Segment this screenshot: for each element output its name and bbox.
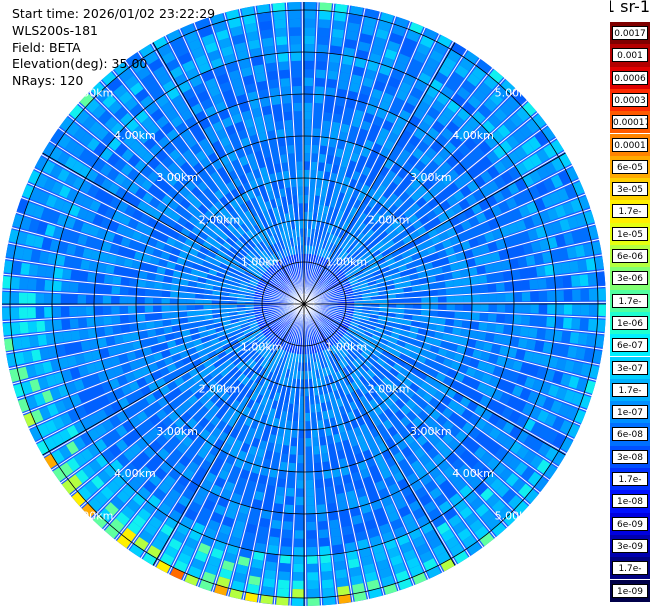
range-ring-label: 1.00km <box>326 340 368 353</box>
azimuth-line <box>303 42 456 305</box>
colorbar-label: 1.7e-09 <box>612 561 648 576</box>
colorbar-label: 1.7e-05 <box>612 204 648 219</box>
range-ring-label: 2.00km <box>368 383 410 396</box>
range-ring-label: 3.00km <box>410 425 452 438</box>
scan-info: Start time: 2026/01/02 23:22:29 WLS200s-… <box>12 6 215 90</box>
colorbar-title: m-1 sr-1 <box>610 0 650 16</box>
range-ring-label: 5.00km <box>495 509 537 522</box>
range-ring-label: 5.00km <box>72 509 114 522</box>
field-name: Field: BETA <box>12 39 81 55</box>
nrays: NRays: 120 <box>12 73 84 89</box>
azimuth-line <box>152 303 305 566</box>
colorbar-label: 3e-06 <box>612 271 648 286</box>
colorbar-label: 0.0006 <box>612 70 648 85</box>
range-ring-label: 1.00km <box>241 340 283 353</box>
range-ring-labels: 1.00km 1.00km 1.00km 1.00km 2.00km 2.00km 2.00… <box>72 87 536 523</box>
range-ring-label: 5.00km <box>495 87 537 100</box>
azimuth-line <box>303 303 566 456</box>
range-ring-label: 3.00km <box>156 171 198 184</box>
colorbar-label: 1e-08 <box>612 494 648 509</box>
colorbar-label: 1.7e-08 <box>612 472 648 486</box>
colorbar-label: 3e-08 <box>612 449 648 464</box>
range-rings <box>2 2 606 606</box>
colorbar-label: 0.0017 <box>612 26 648 40</box>
azimuth-line <box>42 303 305 456</box>
azimuth-line <box>152 42 305 305</box>
colorbar-label: 3e-05 <box>612 182 648 197</box>
azimuth-line <box>42 152 305 305</box>
colorbar-label: 3e-07 <box>612 360 648 375</box>
colorbar-label: 0.001 <box>612 48 648 63</box>
colorbar-label: 3e-09 <box>612 538 648 553</box>
colorbar-label: 1.7e-06 <box>612 293 648 308</box>
range-ring-label: 1.00km <box>326 256 368 269</box>
elevation: Elevation(deg): 35.00 <box>12 56 148 72</box>
colorbar-label: 6e-09 <box>612 516 648 531</box>
range-ring-label: 3.00km <box>156 425 198 438</box>
colorbar: 0.0017 0.001 0.0006 0.0003 0.00017 0.0001 6e-0… <box>610 22 650 602</box>
colorbar-label: 6e-06 <box>612 249 648 263</box>
colorbar-label: 1e-06 <box>612 315 648 330</box>
ppi-plot: 1.00km 1.00km 1.00km 1.00km 2.00km 2.00km 2.00… <box>1 1 607 607</box>
range-ring-label: 4.00km <box>114 129 156 142</box>
instrument-name: WLS200s-181 <box>12 22 98 38</box>
range-ring-label: 5.00km <box>72 87 114 100</box>
colorbar-label: 6e-05 <box>612 159 648 174</box>
colorbar-label: 6e-07 <box>612 338 648 353</box>
colorbar-label: 1.7e-07 <box>612 382 648 397</box>
range-ring-label: 2.00km <box>199 213 241 226</box>
colorbar-label: 0.0001 <box>612 137 648 152</box>
azimuth-line <box>303 303 456 566</box>
colorbar-label: 1e-07 <box>612 405 648 420</box>
range-ring-label: 4.00km <box>452 467 494 480</box>
colorbar-label: 1e-09 <box>612 583 648 598</box>
range-ring-label: 4.00km <box>452 129 494 142</box>
range-ring-label: 4.00km <box>114 467 156 480</box>
colorbar-label: 0.00017 <box>612 115 648 130</box>
colorbar-label: 0.0003 <box>612 92 648 107</box>
ppi-sweep <box>1 1 607 607</box>
range-ring-label: 2.00km <box>199 383 241 396</box>
colorbar-label: 6e-08 <box>612 427 648 442</box>
range-ring-label: 3.00km <box>410 171 452 184</box>
azimuth-line <box>303 152 566 305</box>
colorbar-label: 1e-05 <box>612 226 648 241</box>
range-ring-label: 2.00km <box>368 213 410 226</box>
start-time: Start time: 2026/01/02 23:22:29 <box>12 6 216 21</box>
range-ring-label: 1.00km <box>241 256 283 269</box>
